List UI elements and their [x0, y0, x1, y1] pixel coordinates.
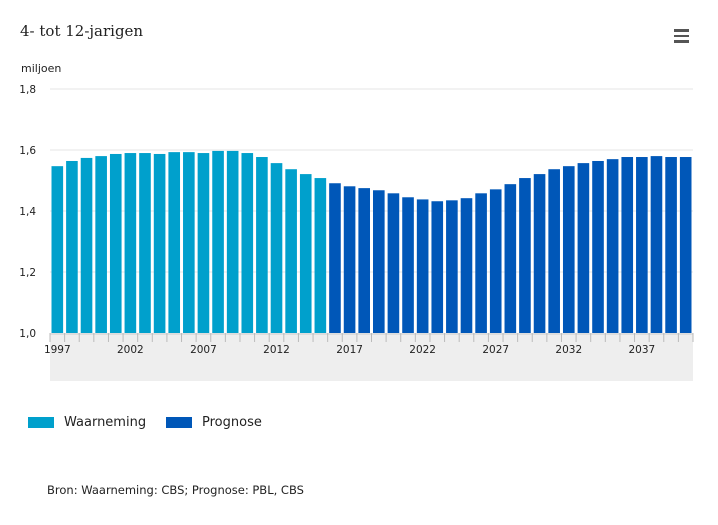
bar-2019	[373, 190, 385, 333]
x-tick-label: 2017	[336, 344, 363, 356]
bar-2005	[168, 152, 181, 333]
bar-1998	[66, 160, 78, 333]
bar-2016	[329, 183, 341, 333]
bar-2017	[343, 186, 356, 333]
bar-2029	[519, 178, 531, 333]
chart-title: 4- tot 12-jarigen	[20, 22, 144, 40]
source-note: Bron: Waarneming: CBS; Prognose: PBL, CB…	[47, 483, 304, 497]
bar-2000	[95, 156, 107, 333]
bar-2027	[489, 189, 502, 333]
bar-2036	[621, 157, 634, 333]
bar-2012	[270, 163, 283, 333]
bar-2026	[475, 193, 487, 333]
x-tick-label: 2002	[117, 344, 144, 356]
bar-chart: 1,0 1,2 1,4 1,6 1,8 1997 2002 2007 2012 2017 2022 2…	[19, 84, 694, 381]
legend-label: Waarneming	[64, 415, 147, 430]
bar-2033	[577, 163, 590, 333]
bar-2010	[241, 153, 254, 333]
bar-2021	[402, 197, 414, 333]
legend-item-prognose[interactable]: Prognose	[166, 415, 262, 430]
x-tick-label: 1997	[44, 344, 71, 356]
bar-2028	[504, 184, 517, 333]
x-tick-label: 2022	[409, 344, 436, 356]
bar-2008	[212, 150, 224, 333]
bar-2004	[153, 153, 166, 333]
bar-2035	[606, 159, 619, 333]
bar-2039	[665, 157, 677, 333]
legend-label: Prognose	[202, 415, 262, 430]
hamburger-menu-icon[interactable]	[674, 29, 689, 46]
bar-2014	[299, 174, 312, 333]
bar-2030	[533, 174, 546, 333]
y-tick-label: 1,6	[19, 145, 36, 157]
x-tick-label: 2012	[263, 344, 290, 356]
bar-2007	[197, 153, 210, 333]
bar-2031	[548, 169, 560, 333]
y-tick-label: 1,0	[19, 328, 36, 340]
y-tick-label: 1,2	[19, 267, 36, 279]
bar-2013	[285, 169, 297, 333]
bar-2032	[562, 166, 575, 333]
bar-2003	[139, 153, 151, 333]
bar-2024	[446, 200, 458, 333]
x-tick-label: 2032	[555, 344, 582, 356]
y-tick-label: 1,8	[19, 84, 36, 96]
legend-item-waarneming[interactable]: Waarneming	[28, 415, 146, 430]
bar-2009	[226, 150, 239, 333]
bar-2040	[679, 157, 692, 333]
legend-swatch	[28, 417, 54, 428]
bar-1999	[80, 157, 93, 333]
bar-2020	[387, 193, 400, 333]
bar-2001	[109, 153, 122, 333]
bar-2018	[358, 188, 370, 333]
legend-swatch	[166, 417, 192, 428]
y-tick-label: 1,4	[19, 206, 36, 218]
bar-1997	[51, 166, 64, 333]
bar-2011	[256, 157, 268, 333]
bar-2037	[636, 157, 648, 333]
bar-2015	[314, 178, 327, 333]
x-tick-label: 2027	[482, 344, 509, 356]
x-axis-band	[50, 335, 693, 381]
bar-2034	[592, 160, 604, 333]
bar-2038	[650, 156, 663, 333]
bar-2023	[431, 201, 444, 333]
bar-2025	[460, 198, 473, 333]
bar-2002	[124, 153, 137, 333]
bar-2022	[416, 199, 429, 333]
x-tick-label: 2007	[190, 344, 217, 356]
y-axis-label: miljoen	[21, 62, 62, 75]
bar-2006	[183, 152, 195, 333]
x-tick-label: 2037	[628, 344, 655, 356]
